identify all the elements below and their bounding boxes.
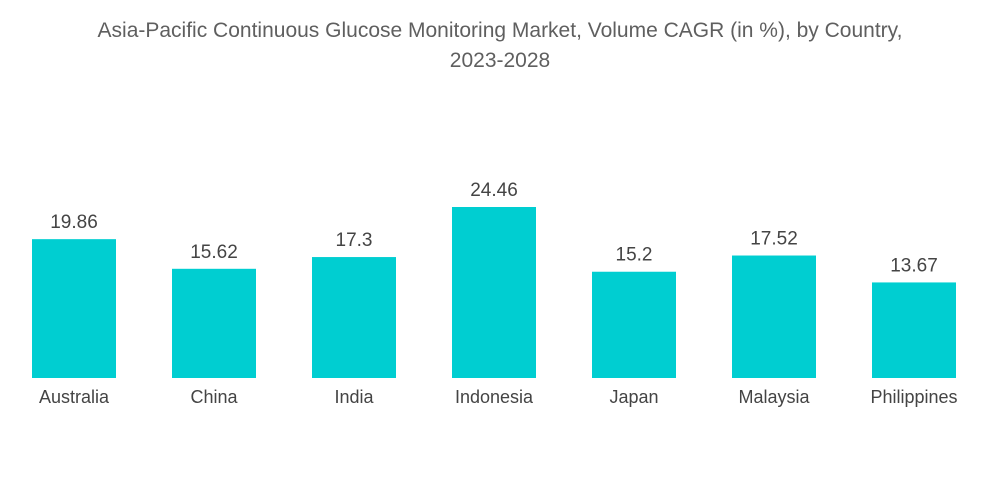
- chart-title: Asia-Pacific Continuous Glucose Monitori…: [0, 16, 1000, 76]
- category-label-malaysia: Malaysia: [738, 387, 810, 407]
- chart-title-line2: 2023-2028: [449, 49, 551, 72]
- category-label-indonesia: Indonesia: [455, 387, 534, 407]
- value-label-japan: 15.2: [616, 245, 653, 266]
- bar-india: [312, 257, 396, 378]
- value-label-india: 17.3: [336, 230, 373, 251]
- value-label-china: 15.62: [190, 242, 238, 263]
- value-label-indonesia: 24.46: [470, 180, 518, 201]
- category-label-philippines: Philippines: [870, 387, 957, 407]
- category-label-australia: Australia: [39, 387, 110, 407]
- category-label-india: India: [334, 387, 374, 407]
- chart-title-line1: Asia-Pacific Continuous Glucose Monitori…: [97, 19, 903, 42]
- bar-indonesia: [452, 207, 536, 378]
- bar-japan: [592, 271, 676, 378]
- value-label-malaysia: 17.52: [750, 229, 798, 250]
- category-label-japan: Japan: [609, 387, 658, 407]
- bar-china: [172, 268, 256, 378]
- value-label-australia: 19.86: [50, 212, 98, 233]
- bars-group: [32, 207, 956, 378]
- value-label-philippines: 13.67: [890, 255, 938, 276]
- value-labels-group: 19.86 15.62 17.3 24.46 15.2 17.52 13.67: [50, 180, 938, 276]
- bar-australia: [32, 239, 116, 378]
- bar-malaysia: [732, 255, 816, 378]
- category-labels-group: Australia China India Indonesia Japan Malaysi…: [39, 387, 958, 407]
- category-label-china: China: [190, 387, 238, 407]
- bar-philippines: [872, 282, 956, 378]
